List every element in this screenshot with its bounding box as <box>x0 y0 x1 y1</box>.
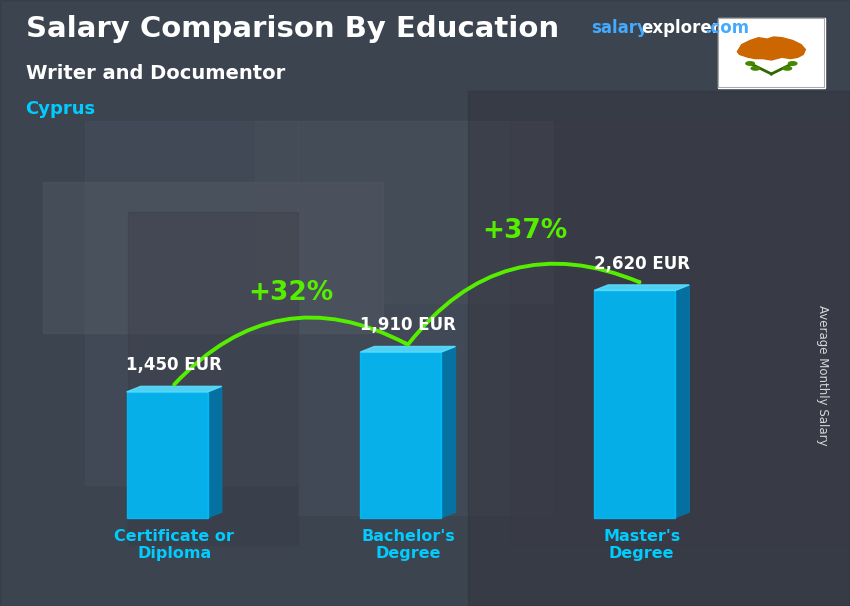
Text: explorer: explorer <box>642 19 721 38</box>
Text: .com: .com <box>704 19 749 38</box>
Text: Average Monthly Salary: Average Monthly Salary <box>816 305 829 446</box>
Text: +32%: +32% <box>248 279 334 305</box>
Polygon shape <box>360 347 456 352</box>
Text: +37%: +37% <box>482 218 568 244</box>
Polygon shape <box>675 285 689 518</box>
Polygon shape <box>594 285 689 290</box>
Polygon shape <box>737 37 805 60</box>
FancyArrowPatch shape <box>408 264 639 345</box>
Text: Bachelor's
Degree: Bachelor's Degree <box>361 529 455 561</box>
Polygon shape <box>207 387 222 518</box>
Bar <box>85 121 298 485</box>
Ellipse shape <box>783 67 791 70</box>
Bar <box>510 121 850 545</box>
FancyArrowPatch shape <box>174 318 405 385</box>
Polygon shape <box>127 392 207 518</box>
Polygon shape <box>127 387 222 392</box>
Text: Certificate or
Diploma: Certificate or Diploma <box>114 529 234 561</box>
Ellipse shape <box>751 67 760 70</box>
Ellipse shape <box>788 62 796 65</box>
Polygon shape <box>594 290 675 518</box>
Bar <box>298 121 552 515</box>
Bar <box>468 91 850 606</box>
Ellipse shape <box>746 62 755 65</box>
Bar <box>128 212 298 545</box>
Text: 1,910 EUR: 1,910 EUR <box>360 316 456 335</box>
Polygon shape <box>360 352 441 518</box>
Text: salary: salary <box>591 19 648 38</box>
Text: Writer and Documentor: Writer and Documentor <box>26 64 285 82</box>
Bar <box>42 182 382 333</box>
Polygon shape <box>441 347 456 518</box>
Text: Master's
Degree: Master's Degree <box>603 529 680 561</box>
Text: Salary Comparison By Education: Salary Comparison By Education <box>26 15 558 43</box>
Text: Cyprus: Cyprus <box>26 100 95 118</box>
Bar <box>255 121 552 303</box>
Text: 2,620 EUR: 2,620 EUR <box>593 255 689 273</box>
Text: 1,450 EUR: 1,450 EUR <box>127 356 222 375</box>
